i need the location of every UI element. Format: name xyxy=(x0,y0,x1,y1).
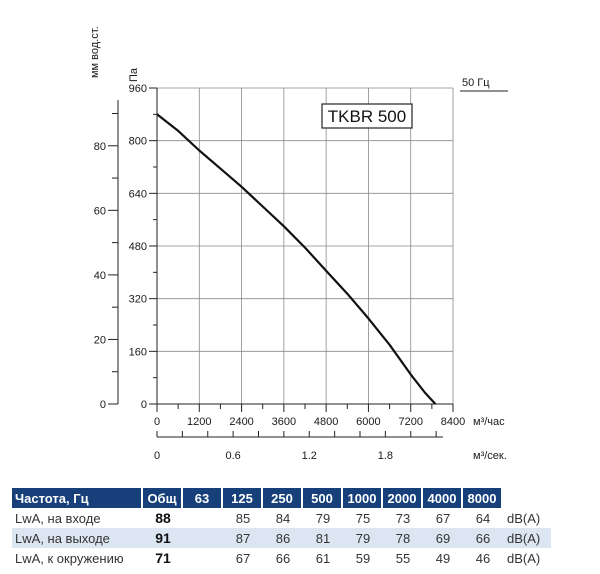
header-total: Общ xyxy=(143,488,183,508)
y-tick-label: 960 xyxy=(129,83,147,95)
header-unit xyxy=(503,488,551,508)
y-tick-label: 480 xyxy=(129,241,147,253)
header-500: 500 xyxy=(303,488,343,508)
y-axis-label: Па xyxy=(128,67,140,82)
model-title: TKBR 500 xyxy=(328,107,406,126)
cell-63 xyxy=(183,528,223,548)
x-tick-label: 6000 xyxy=(356,416,380,428)
cell-2000: 73 xyxy=(395,510,411,526)
noise-level-table: Частота, Гц Общ 63 125 250 500 1000 2000… xyxy=(12,488,551,568)
secondary-y-tick-label: 0 xyxy=(100,399,106,411)
header-63: 63 xyxy=(183,488,223,508)
chart-axes xyxy=(108,87,508,438)
header-8000: 8000 xyxy=(463,488,503,508)
row-label: LwA, к окружению xyxy=(15,550,124,566)
cell-4000: 69 xyxy=(423,528,463,548)
header-125: 125 xyxy=(223,488,263,508)
cell-8000: 64 xyxy=(475,510,491,526)
x-tick-label: 1200 xyxy=(187,416,211,428)
cell-1000: 75 xyxy=(355,510,371,526)
cell-125: 67 xyxy=(235,550,251,566)
cell-250: 84 xyxy=(275,510,291,526)
cell-4000: 49 xyxy=(435,550,451,566)
y-tick-label: 0 xyxy=(141,399,147,411)
table-row: LwA, на входе 88 85 84 79 75 73 67 64 dB… xyxy=(12,508,551,528)
cell-500: 81 xyxy=(303,528,343,548)
model-title-box xyxy=(321,103,413,129)
cell-63 xyxy=(183,508,223,528)
x-axis-label: м³/час xyxy=(473,416,505,428)
cell-500: 79 xyxy=(315,510,331,526)
table-row: LwA, на выходе 91 87 86 81 79 78 69 66 d… xyxy=(12,528,551,548)
row-total: 71 xyxy=(155,550,171,566)
cell-4000: 67 xyxy=(435,510,451,526)
secondary-x-tick-label: 1.8 xyxy=(378,450,393,462)
secondary-y-axis-label: мм вод.ст. xyxy=(89,26,101,78)
header-1000: 1000 xyxy=(343,488,383,508)
cell-8000: 46 xyxy=(475,550,491,566)
x-tick-label: 7200 xyxy=(398,416,422,428)
row-unit: dB(A) xyxy=(507,510,541,526)
table-row: LwA, к окружению 71 67 66 61 59 55 49 46… xyxy=(12,548,551,568)
y-tick-label: 800 xyxy=(129,136,147,148)
y-tick-label: 320 xyxy=(129,294,147,306)
noise-table-header: Частота, Гц Общ 63 125 250 500 1000 2000… xyxy=(12,488,551,508)
row-label: LwA, на входе xyxy=(15,510,101,526)
secondary-x-tick-label: 1.2 xyxy=(302,450,317,462)
cell-1000: 59 xyxy=(355,550,371,566)
frequency-label: 50 Гц xyxy=(462,77,490,89)
secondary-y-tick-label: 40 xyxy=(94,270,106,282)
x-tick-label: 4800 xyxy=(314,416,338,428)
secondary-x-tick-label: 0.6 xyxy=(225,450,240,462)
cell-125: 85 xyxy=(235,510,251,526)
cell-8000: 66 xyxy=(463,528,503,548)
row-unit: dB(A) xyxy=(503,528,551,548)
row-total: 91 xyxy=(143,528,183,548)
secondary-y-tick-label: 60 xyxy=(94,205,106,217)
performance-curve-line xyxy=(156,113,437,405)
cell-63 xyxy=(183,548,223,568)
cell-125: 87 xyxy=(223,528,263,548)
chart-curve-layer xyxy=(156,113,437,405)
chart-grid xyxy=(156,87,454,405)
secondary-x-axis-label: м³/сек. xyxy=(473,450,507,462)
x-tick-label: 0 xyxy=(154,416,160,428)
cell-2000: 78 xyxy=(383,528,423,548)
cell-2000: 55 xyxy=(395,550,411,566)
x-tick-label: 8400 xyxy=(441,416,465,428)
cell-500: 61 xyxy=(315,550,331,566)
header-2000: 2000 xyxy=(383,488,423,508)
secondary-y-tick-label: 20 xyxy=(94,334,106,346)
x-tick-label: 3600 xyxy=(272,416,296,428)
header-250: 250 xyxy=(263,488,303,508)
header-frequency: Частота, Гц xyxy=(12,488,143,508)
row-total: 88 xyxy=(155,510,171,526)
y-tick-label: 640 xyxy=(129,188,147,200)
header-4000: 4000 xyxy=(423,488,463,508)
cell-250: 86 xyxy=(263,528,303,548)
cell-250: 66 xyxy=(275,550,291,566)
x-tick-label: 2400 xyxy=(229,416,253,428)
secondary-x-tick-label: 0 xyxy=(154,450,160,462)
row-unit: dB(A) xyxy=(507,550,541,566)
y-tick-label: 160 xyxy=(129,346,147,358)
cell-1000: 79 xyxy=(343,528,383,548)
secondary-y-tick-label: 80 xyxy=(94,141,106,153)
row-label: LwA, на выходе xyxy=(12,528,143,548)
